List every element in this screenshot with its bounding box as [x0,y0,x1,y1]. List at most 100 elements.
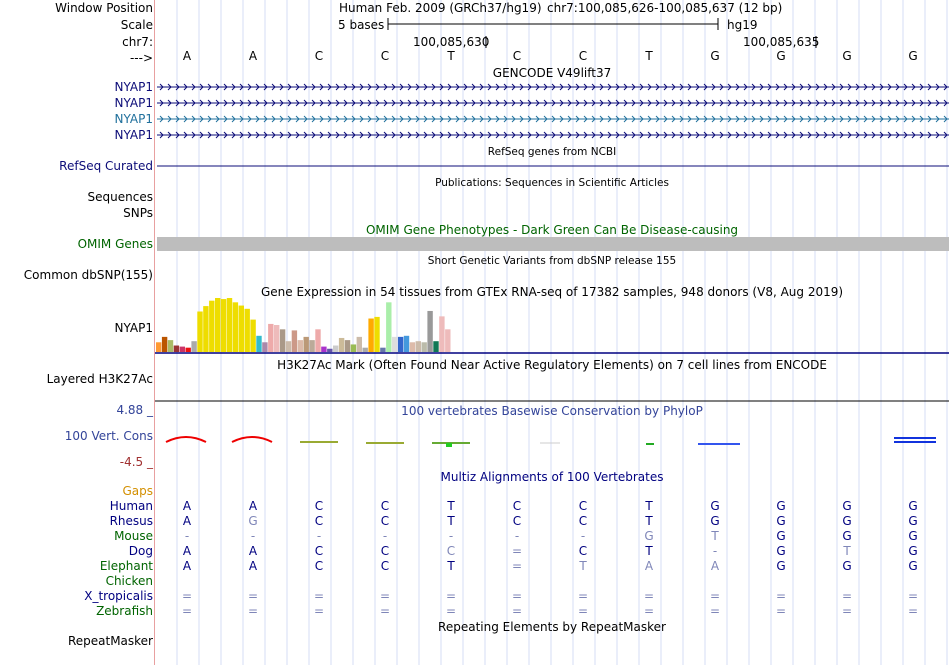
gtex-tissue-bar[interactable] [250,319,256,352]
gtex-tissue-bar[interactable] [238,305,244,352]
gtex-tissue-bar[interactable] [356,336,362,352]
track-label-nyap1-3[interactable]: NYAP1 [114,112,153,126]
gtex-tissue-bar[interactable] [350,344,357,352]
gtex-tissue-bar[interactable] [427,310,433,352]
gtex-tissue-bar[interactable] [285,341,292,352]
alignment-base: G [908,499,918,513]
gtex-tissue-bar[interactable] [220,299,227,352]
h3k27ac-title[interactable]: H3K27Ac Mark (Often Found Near Active Re… [277,358,827,372]
species-label-rhesus[interactable]: Rhesus [109,514,153,528]
gtex-tissue-bar[interactable] [209,300,215,352]
track-label-repeatmasker[interactable]: RepeatMasker [67,634,153,648]
gtex-tissue-bar[interactable] [368,318,374,352]
multiz-title[interactable]: Multiz Alignments of 100 Vertebrates [440,470,664,484]
gtex-tissue-bar[interactable] [203,306,209,352]
track-label-omim[interactable]: OMIM Genes [77,237,153,251]
gtex-tissue-bar[interactable] [433,341,439,352]
gtex-tissue-bar[interactable] [185,347,191,352]
gtex-tissue-bar[interactable] [179,346,185,352]
track-label-nyap1-1[interactable]: NYAP1 [114,80,153,94]
track-label-nyap1-2[interactable]: NYAP1 [114,96,153,110]
track-label-cons[interactable]: 100 Vert. Cons [64,429,153,443]
track-label-dbsnp[interactable]: Common dbSNP(155) [23,268,153,282]
gtex-tissue-bar[interactable] [197,311,203,353]
gtex-tissue-bar[interactable] [191,341,197,352]
track-label-sequences[interactable]: Sequences [87,190,153,204]
track-label-h3k27ac[interactable]: Layered H3K27Ac [46,372,153,386]
refseq-title[interactable]: RefSeq genes from NCBI [487,146,617,158]
gtex-tissue-bar[interactable] [309,340,315,352]
gtex-tissue-bar[interactable] [167,340,174,352]
track-label-nyap1-4[interactable]: NYAP1 [114,128,153,142]
gtex-tissue-bar[interactable] [338,337,345,352]
gtex-tissue-bar[interactable] [421,342,427,352]
gtex-tissue-bar[interactable] [244,308,250,352]
gtex-tissue-bar[interactable] [333,345,339,352]
gtex-tissue-bar[interactable] [279,329,286,352]
gtex-tissue-bar[interactable] [386,302,392,352]
ref-base: G [908,49,918,63]
gtex-tissue-bar[interactable] [156,342,162,352]
alignment-base: G [248,514,258,528]
gtex-tissue-bar[interactable] [392,336,398,352]
species-label-zebrafish[interactable]: Zebrafish [96,604,153,618]
gtex-tissue-bar[interactable] [274,325,280,352]
species-label-x_tropicalis[interactable]: X_tropicalis [84,589,153,603]
gtex-tissue-bar[interactable] [327,348,333,352]
dbsnp-title[interactable]: Short Genetic Variants from dbSNP releas… [427,255,677,267]
gtex-tissue-bar[interactable] [439,316,445,352]
species-label-dog[interactable]: Dog [128,544,153,558]
alignment-base: T [711,529,719,543]
ref-base: C [314,49,324,63]
gtex-tissue-bar[interactable] [415,341,421,352]
gtex-tissue-bar[interactable] [262,342,268,352]
gtex-tissue-bar[interactable] [445,329,451,352]
gtex-tissue-bar[interactable] [397,336,404,352]
gtex-tissue-bar[interactable] [315,329,321,352]
gtex-tissue-bar[interactable] [226,298,233,352]
species-label-human[interactable]: Human [109,499,153,513]
alignment-base: G [908,544,918,558]
alignment-base: C [512,514,522,528]
species-label-elephant[interactable]: Elephant [99,559,153,573]
alignment-base: = [841,604,853,618]
alignment-base: G [710,514,720,528]
alignment-base: = [379,604,391,618]
gtex-tissue-bar[interactable] [268,323,274,352]
cons-title[interactable]: 100 vertebrates Basewise Conservation by… [401,404,703,418]
gtex-tissue-bar[interactable] [291,330,298,352]
species-label-chicken[interactable]: Chicken [105,574,153,588]
gtex-tissue-bar[interactable] [303,336,309,352]
track-label-snps[interactable]: SNPs [123,206,153,220]
gtex-tissue-bar[interactable] [374,316,380,352]
publications-title[interactable]: Publications: Sequences in Scientific Ar… [435,177,669,189]
gtex-tissue-bar[interactable] [321,346,327,352]
gtex-tissue-bar[interactable] [403,335,410,352]
alignment-base: C [578,544,588,558]
alignment-base: = [709,589,721,603]
gtex-tissue-bar[interactable] [297,340,303,352]
gtex-tissue-bar[interactable] [232,302,239,352]
alignment-base: A [182,499,192,513]
gencode-title[interactable]: GENCODE V49lift37 [492,66,612,80]
gtex-tissue-bar[interactable] [161,336,168,352]
track-label-gaps[interactable]: Gaps [122,484,153,498]
alignment-base: = [643,589,655,603]
gtex-tissue-bar[interactable] [256,335,262,352]
gtex-tissue-bar[interactable] [173,345,180,352]
track-label-gtex-gene[interactable]: NYAP1 [114,321,153,335]
alignment-base: = [643,604,655,618]
omim-title[interactable]: OMIM Gene Phenotypes - Dark Green Can Be… [365,223,739,237]
gtex-tissue-bar[interactable] [344,340,351,352]
gtex-title[interactable]: Gene Expression in 54 tissues from GTEx … [260,285,844,299]
label-strand[interactable]: ---> [129,51,153,65]
gtex-tissue-bar[interactable] [409,342,416,352]
gtex-tissue-bar[interactable] [362,347,368,352]
species-label-mouse[interactable]: Mouse [114,529,153,543]
repeat-title[interactable]: Repeating Elements by RepeatMasker [438,620,666,634]
track-label-refseq[interactable]: RefSeq Curated [59,159,153,173]
gtex-tissue-bar[interactable] [215,298,221,352]
label-divider [154,0,155,665]
label-scale: Scale [120,18,153,32]
gtex-tissue-bar[interactable] [380,347,386,352]
